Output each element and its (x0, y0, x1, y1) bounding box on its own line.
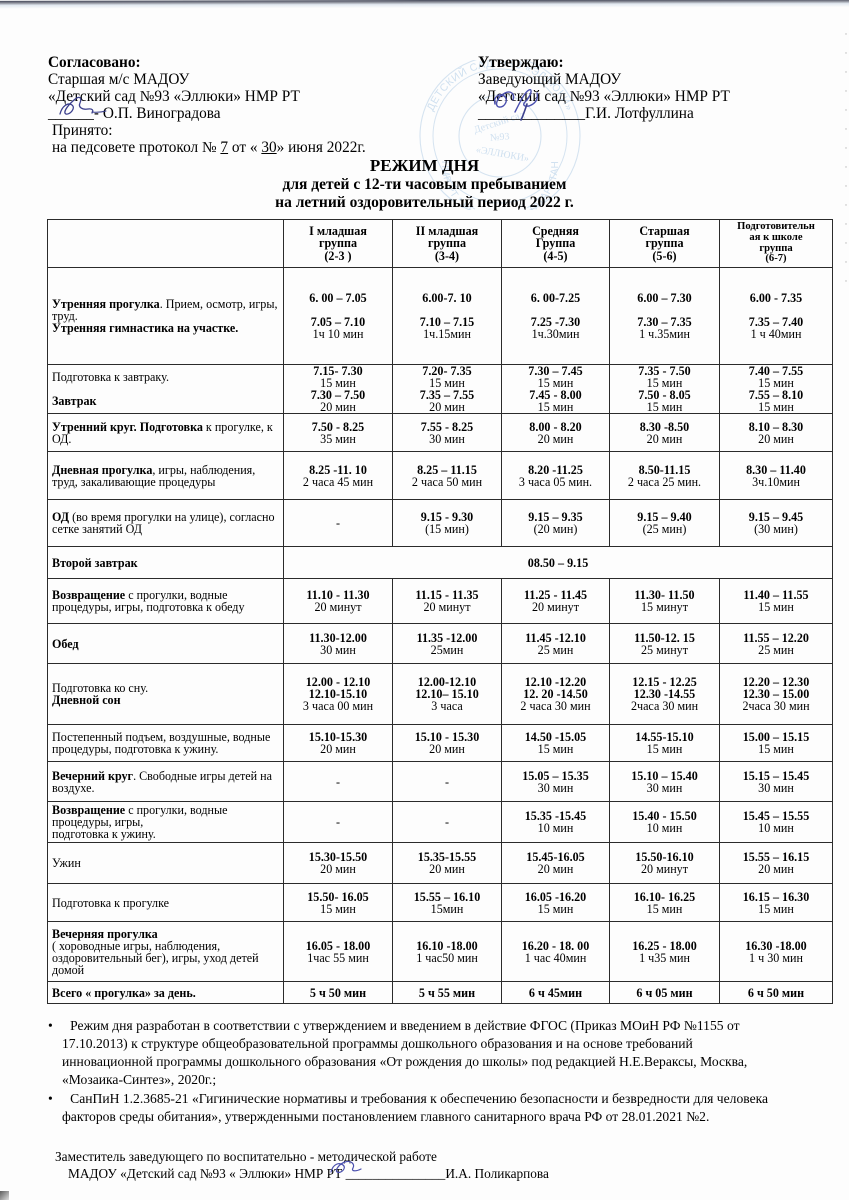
svg-text:№93: №93 (490, 131, 510, 144)
